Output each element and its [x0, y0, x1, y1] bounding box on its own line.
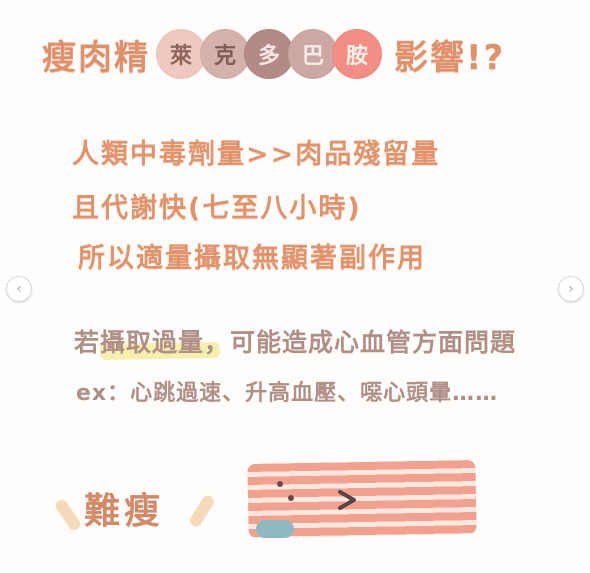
- text-line-5: ex：心跳過速、升高血壓、噁心頭暈……: [76, 381, 499, 406]
- nan-shou-text: 難瘦: [84, 491, 165, 532]
- slide-title: 瘦肉精 萊 克 多 巴 胺 影響!?: [42, 26, 505, 82]
- text-line-2: 且代謝快(七至八小時): [72, 193, 362, 224]
- next-slide-button[interactable]: ›: [558, 276, 584, 302]
- text-line-1: 人類中毒劑量>>肉品殘留量: [72, 139, 441, 170]
- title-bubble-1: 萊: [156, 29, 206, 79]
- chevron-left-icon: ‹: [16, 281, 22, 297]
- chevron-right-icon: ›: [568, 281, 574, 297]
- bacon-eye-right-icon: [336, 488, 362, 514]
- bacon-eye-left-icon: [270, 474, 306, 514]
- text-line-3: 所以適量攝取無顯著副作用: [78, 243, 426, 274]
- title-bubble-2: 克: [200, 29, 250, 79]
- decorative-stroke-left: [53, 497, 83, 533]
- title-prefix: 瘦肉精: [42, 37, 150, 78]
- title-suffix: 影響!?: [394, 37, 506, 78]
- previous-slide-button[interactable]: ‹: [6, 276, 32, 302]
- title-bubbles: 萊 克 多 巴 胺: [156, 29, 382, 79]
- nan-shou-label: 難瘦: [48, 476, 218, 546]
- title-bubble-4: 巴: [288, 29, 338, 79]
- text-line-4: 若攝取過量，可能造成心血管方面問題: [74, 328, 517, 357]
- sweat-drop-icon: [256, 520, 294, 538]
- title-bubble-5: 胺: [332, 29, 382, 79]
- title-bubble-3: 多: [244, 29, 294, 79]
- decorative-stroke-right: [187, 493, 217, 529]
